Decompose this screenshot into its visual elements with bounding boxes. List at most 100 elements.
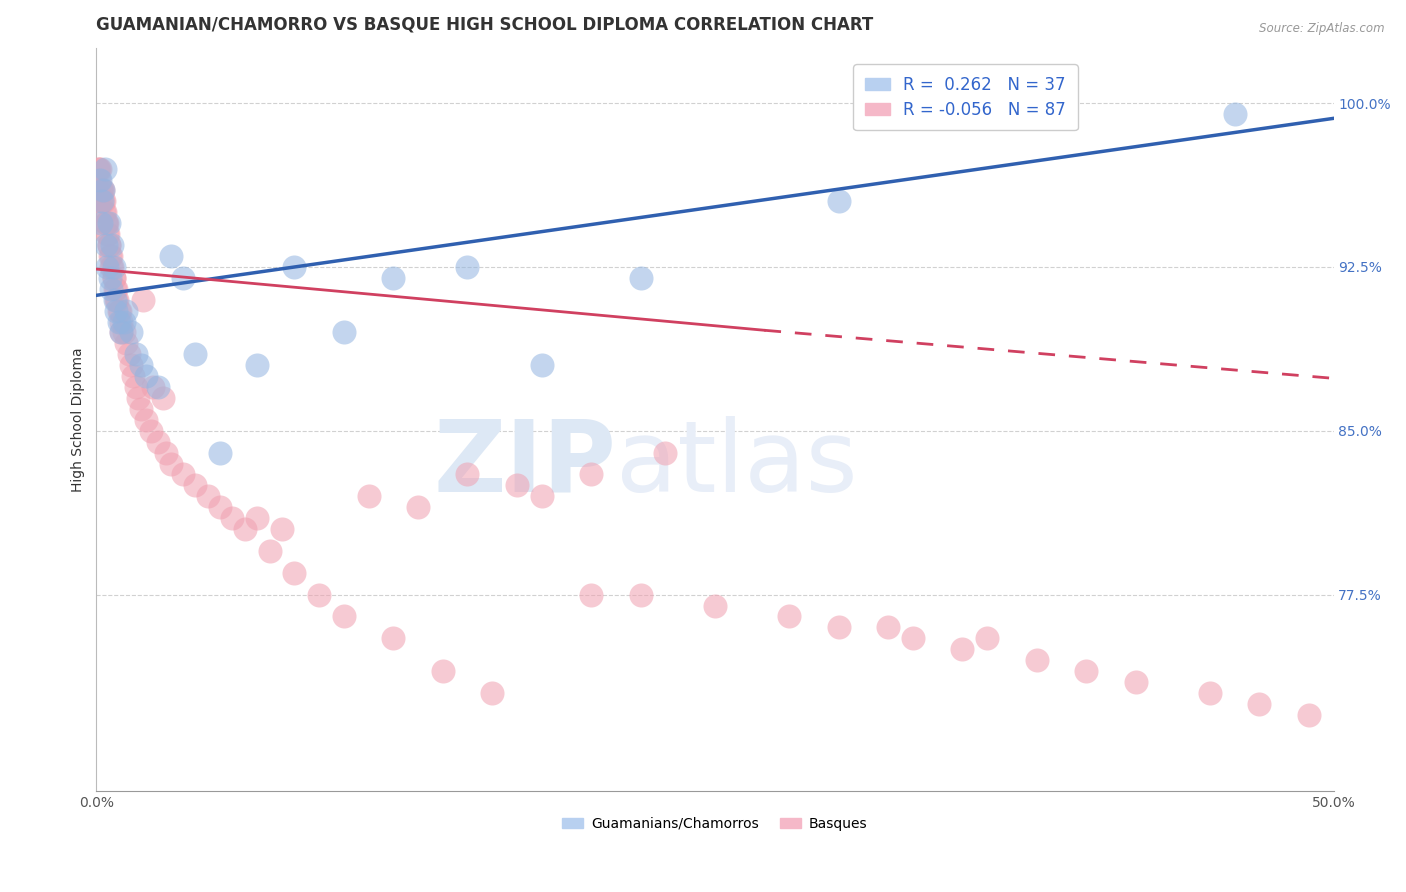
Point xyxy=(1223,107,1246,121)
Point xyxy=(96,260,118,274)
Point xyxy=(159,457,181,471)
Point xyxy=(100,282,122,296)
Point xyxy=(120,358,142,372)
Point xyxy=(209,445,232,459)
Point xyxy=(457,467,479,482)
Point xyxy=(90,184,112,198)
Point xyxy=(90,194,112,209)
Point xyxy=(87,161,110,176)
Point xyxy=(101,260,124,274)
Point xyxy=(271,522,294,536)
Point xyxy=(630,270,652,285)
Point xyxy=(117,347,139,361)
Point xyxy=(457,260,479,274)
Legend: Guamanians/Chamorros, Basques: Guamanians/Chamorros, Basques xyxy=(557,811,873,837)
Point xyxy=(221,511,243,525)
Point xyxy=(382,632,405,646)
Y-axis label: High School Diploma: High School Diploma xyxy=(72,348,86,492)
Point xyxy=(283,260,305,274)
Point xyxy=(103,270,125,285)
Point xyxy=(110,326,132,340)
Point xyxy=(1298,707,1320,722)
Point xyxy=(139,424,162,438)
Point xyxy=(105,293,128,307)
Point xyxy=(90,184,112,198)
Point xyxy=(105,293,128,307)
Point xyxy=(90,216,112,230)
Point xyxy=(89,161,111,176)
Point xyxy=(184,347,207,361)
Point xyxy=(103,270,125,285)
Point xyxy=(148,434,170,449)
Point xyxy=(283,566,305,580)
Point xyxy=(172,467,194,482)
Point xyxy=(90,194,112,209)
Point xyxy=(107,314,129,328)
Point xyxy=(96,216,118,230)
Point xyxy=(105,303,128,318)
Point xyxy=(209,500,232,515)
Point xyxy=(481,686,503,700)
Point xyxy=(432,664,454,678)
Point xyxy=(579,588,602,602)
Point xyxy=(246,358,269,372)
Point xyxy=(135,369,157,384)
Point xyxy=(406,500,429,515)
Point xyxy=(125,380,148,394)
Point xyxy=(152,391,174,405)
Point xyxy=(97,216,120,230)
Point xyxy=(94,205,117,219)
Point xyxy=(901,632,924,646)
Point xyxy=(94,161,117,176)
Point xyxy=(135,413,157,427)
Point xyxy=(112,314,135,328)
Point xyxy=(110,326,132,340)
Point xyxy=(98,249,121,263)
Point xyxy=(382,270,405,285)
Point xyxy=(96,238,118,252)
Point xyxy=(172,270,194,285)
Point xyxy=(97,238,120,252)
Point xyxy=(93,205,115,219)
Point xyxy=(159,249,181,263)
Point xyxy=(94,216,117,230)
Point xyxy=(506,478,529,492)
Point xyxy=(89,172,111,186)
Point xyxy=(1025,653,1047,667)
Point xyxy=(827,194,849,209)
Point xyxy=(308,588,330,602)
Point xyxy=(357,489,380,503)
Point xyxy=(96,227,118,241)
Point xyxy=(1249,697,1271,711)
Point xyxy=(104,293,127,307)
Point xyxy=(104,282,127,296)
Point xyxy=(654,445,676,459)
Point xyxy=(107,303,129,318)
Point xyxy=(98,270,121,285)
Point xyxy=(976,632,998,646)
Point xyxy=(91,194,114,209)
Point xyxy=(155,445,177,459)
Point xyxy=(127,391,149,405)
Point xyxy=(530,358,553,372)
Point xyxy=(1074,664,1097,678)
Point xyxy=(184,478,207,492)
Point xyxy=(950,642,973,657)
Text: atlas: atlas xyxy=(616,416,858,513)
Point xyxy=(122,369,145,384)
Point xyxy=(108,303,131,318)
Point xyxy=(148,380,170,394)
Point xyxy=(233,522,256,536)
Text: Source: ZipAtlas.com: Source: ZipAtlas.com xyxy=(1260,22,1385,36)
Point xyxy=(100,260,122,274)
Point xyxy=(142,380,165,394)
Point xyxy=(112,326,135,340)
Point xyxy=(333,609,356,624)
Point xyxy=(86,184,108,198)
Point xyxy=(129,401,152,416)
Point xyxy=(104,282,127,296)
Point xyxy=(530,489,553,503)
Text: GUAMANIAN/CHAMORRO VS BASQUE HIGH SCHOOL DIPLOMA CORRELATION CHART: GUAMANIAN/CHAMORRO VS BASQUE HIGH SCHOOL… xyxy=(97,15,873,33)
Point xyxy=(703,599,725,613)
Point xyxy=(1198,686,1220,700)
